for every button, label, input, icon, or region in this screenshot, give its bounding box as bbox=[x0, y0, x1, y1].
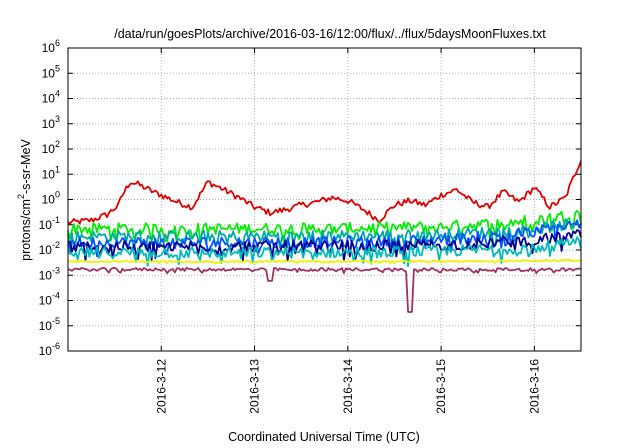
y-tick-label: 10-1 bbox=[39, 215, 60, 232]
y-tick-base: 10 bbox=[42, 167, 56, 181]
x-axis-label: Coordinated Universal Time (UTC) bbox=[228, 430, 420, 444]
y-tick-labels: 10-610-510-410-310-210-11001011021031041… bbox=[39, 38, 60, 358]
x-tick-label: 2016-3-14 bbox=[341, 359, 355, 414]
y-tick-label: 10-5 bbox=[39, 316, 60, 333]
y-tick-base: 10 bbox=[42, 41, 56, 55]
series-group bbox=[67, 160, 582, 313]
y-tick-base: 10 bbox=[39, 344, 53, 358]
y-tick-label: 10-3 bbox=[39, 265, 60, 282]
y-tick-exponent: -6 bbox=[52, 341, 60, 351]
y-tick-label: 100 bbox=[42, 190, 60, 207]
y-tick-base: 10 bbox=[42, 193, 56, 207]
y-tick-base: 10 bbox=[39, 319, 53, 333]
y-tick-exponent: -2 bbox=[52, 240, 60, 250]
series-line-8 bbox=[67, 267, 582, 313]
series-line-5 bbox=[67, 229, 582, 262]
grid bbox=[68, 47, 581, 352]
series-line-6 bbox=[67, 236, 582, 268]
y-tick-base: 10 bbox=[42, 117, 56, 131]
y-axis-label-main: protons/cm bbox=[19, 199, 33, 261]
series-line-7 bbox=[67, 258, 582, 265]
y-tick-label: 10-6 bbox=[39, 341, 60, 358]
y-axis-label-superscript: 2 bbox=[16, 194, 26, 199]
y-tick-exponent: 1 bbox=[55, 164, 60, 174]
x-tick-labels: 2016-3-12 2016-3-13 2016-3-14 2016-3-15 2016… bbox=[154, 359, 541, 414]
y-tick-label: 104 bbox=[42, 89, 60, 106]
y-tick-exponent: 0 bbox=[55, 190, 60, 200]
y-tick-label: 10-2 bbox=[39, 240, 60, 257]
series-line-2 bbox=[67, 209, 582, 245]
y-tick-exponent: -1 bbox=[52, 215, 60, 225]
y-tick-exponent: 6 bbox=[55, 38, 60, 48]
chart-title: /data/run/goesPlots/archive/2016-03-16/1… bbox=[114, 27, 546, 41]
y-tick-base: 10 bbox=[39, 294, 53, 308]
x-tick-label: 2016-3-15 bbox=[434, 359, 448, 414]
y-tick-base: 10 bbox=[39, 218, 53, 232]
y-tick-base: 10 bbox=[39, 243, 53, 257]
y-axis-label-rest: -s-sr-MeV bbox=[19, 138, 33, 194]
y-tick-exponent: -4 bbox=[52, 291, 60, 301]
x-tick-label: 2016-3-12 bbox=[154, 359, 168, 414]
y-tick-exponent: 5 bbox=[55, 63, 60, 73]
series-line-1 bbox=[67, 160, 582, 225]
y-tick-exponent: 3 bbox=[55, 114, 60, 124]
y-tick-base: 10 bbox=[42, 66, 56, 80]
y-tick-label: 105 bbox=[42, 63, 60, 80]
y-tick-base: 10 bbox=[42, 142, 56, 156]
y-tick-exponent: 2 bbox=[55, 139, 60, 149]
y-tick-label: 106 bbox=[42, 38, 60, 55]
x-tick-label: 2016-3-16 bbox=[527, 359, 541, 414]
y-axis-label: protons/cm2-s-sr-MeV bbox=[16, 138, 33, 260]
y-tick-label: 10-4 bbox=[39, 291, 60, 308]
y-tick-exponent: -3 bbox=[52, 265, 60, 275]
y-tick-base: 10 bbox=[42, 92, 56, 106]
y-tick-label: 102 bbox=[42, 139, 60, 156]
plot-frame bbox=[67, 47, 582, 352]
y-tick-exponent: 4 bbox=[55, 89, 60, 99]
y-tick-label: 103 bbox=[42, 114, 60, 131]
x-tick-label: 2016-3-13 bbox=[248, 359, 262, 414]
y-tick-exponent: -5 bbox=[52, 316, 60, 326]
y-tick-base: 10 bbox=[39, 268, 53, 282]
y-tick-label: 101 bbox=[42, 164, 60, 181]
